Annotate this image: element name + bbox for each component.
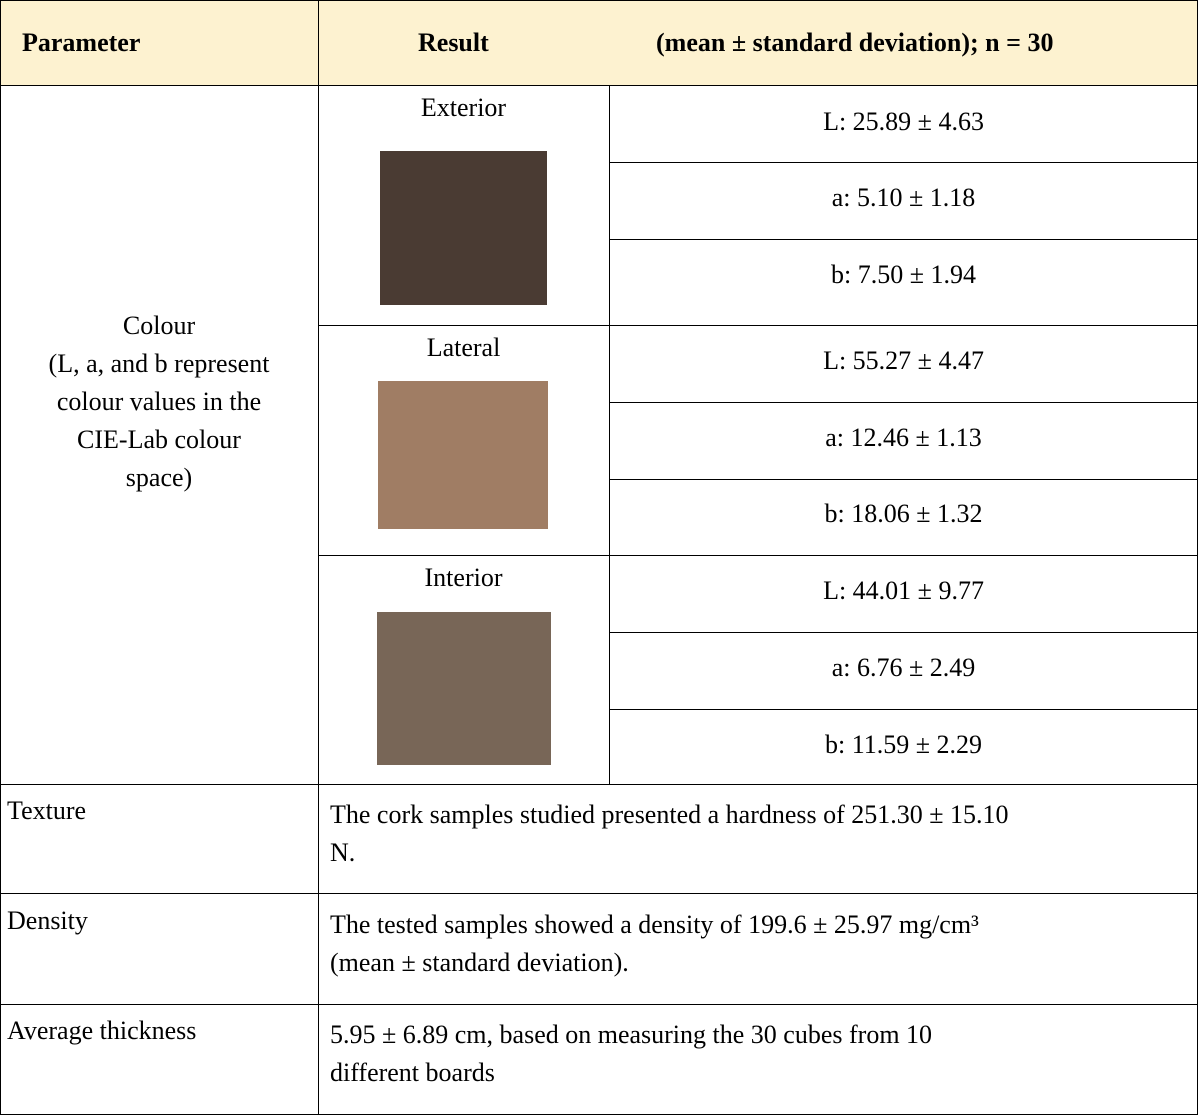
value-lateral-b: b: 18.06 ± 1.32 [824, 499, 983, 528]
colour-swatch-exterior [380, 151, 547, 305]
value-interior-l: L: 44.01 ± 9.77 [823, 576, 984, 605]
value-exterior-l: L: 25.89 ± 4.63 [823, 107, 984, 136]
group-name-exterior: Exterior [420, 93, 507, 122]
header-result: Result [418, 28, 489, 57]
value-lateral-a: a: 12.46 ± 1.13 [825, 423, 982, 452]
colour-label: Colour (L, a, and b represent colour val… [48, 311, 270, 492]
row-divider [609, 162, 1198, 163]
group-name-interior: Interior [424, 563, 503, 592]
row-divider [0, 1004, 1198, 1005]
row-divider [609, 479, 1198, 480]
header-parameter: Parameter [22, 28, 141, 57]
texture-label: Texture [7, 796, 87, 825]
colour-swatch-lateral [378, 381, 548, 529]
value-interior-a: a: 6.76 ± 2.49 [831, 653, 976, 682]
row-divider [0, 893, 1198, 894]
header-divider [0, 85, 1198, 86]
value-exterior-a: a: 5.10 ± 1.18 [831, 183, 976, 212]
value-interior-b: b: 11.59 ± 2.29 [824, 730, 983, 759]
density-value: The tested samples showed a density of 1… [330, 910, 979, 977]
group-name-lateral: Lateral [426, 333, 501, 362]
row-divider [609, 632, 1198, 633]
thickness-value: 5.95 ± 6.89 cm, based on measuring the 3… [330, 1020, 933, 1087]
row-divider [609, 239, 1198, 240]
row-divider [609, 709, 1198, 710]
column-divider [609, 85, 610, 785]
value-exterior-b: b: 7.50 ± 1.94 [831, 260, 976, 289]
table-header-background [0, 0, 1198, 85]
texture-value: The cork samples studied presented a har… [330, 800, 1009, 867]
table-border-left [0, 0, 1, 1115]
row-divider [0, 784, 1198, 785]
density-label: Density [7, 906, 88, 935]
row-divider [609, 402, 1198, 403]
colour-swatch-interior [377, 612, 551, 765]
group-divider [318, 325, 1198, 326]
thickness-label: Average thickness [7, 1016, 197, 1045]
header-stats: (mean ± standard deviation); n = 30 [656, 28, 1054, 57]
column-divider [318, 0, 319, 1115]
group-divider [318, 555, 1198, 556]
table-border-top [0, 0, 1198, 1]
value-lateral-l: L: 55.27 ± 4.47 [823, 346, 984, 375]
